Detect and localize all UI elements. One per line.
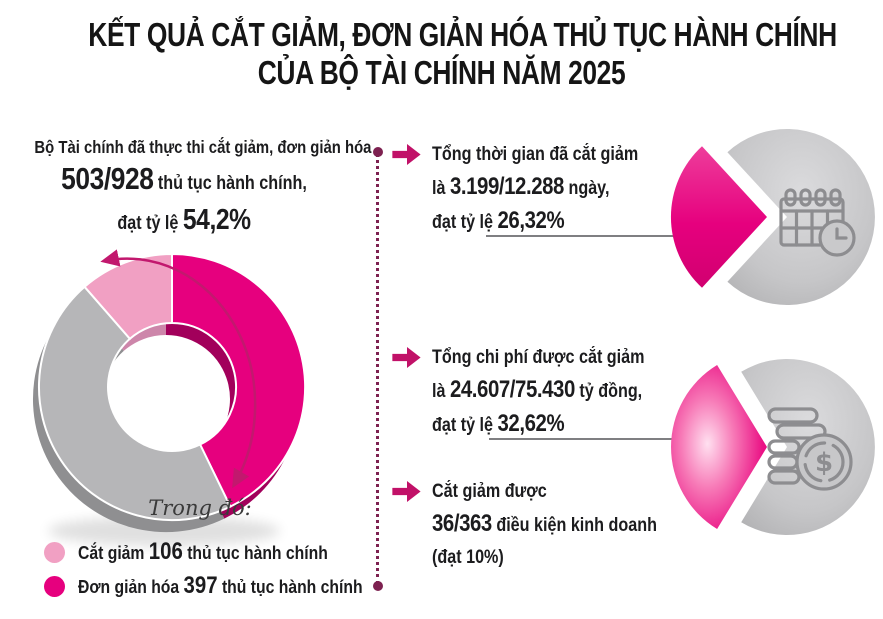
stat-cost-line-2: là 24.607/75.430 tỷ đồng,: [432, 374, 645, 408]
stat-time-line-3: đạt tỷ lệ 26,32%: [432, 205, 638, 239]
legend-item-don-gian-hoa: Đơn giản hóa 397 thủ tục hành chính: [44, 569, 413, 603]
summary-block: Bộ Tài chính đã thực thi cắt giảm, đơn g…: [8, 134, 372, 241]
stat-block-time: Tổng thời gian đã cắt giảm là 3.199/12.2…: [392, 139, 675, 239]
legend-label-prefix: Đơn giản hóa: [78, 575, 184, 597]
arrow-right-icon: [392, 481, 421, 502]
legend-value: 106: [148, 537, 183, 565]
stat-time-rate: 26,32%: [497, 207, 565, 234]
legend-label: Đơn giản hóa 397 thủ tục hành chính: [78, 569, 363, 604]
coins-dollar-icon: $: [767, 407, 853, 491]
stat-cost-rate: 32,62%: [497, 410, 565, 437]
stat-prefix: là: [432, 178, 450, 199]
title-line-1: KẾT QUẢ CẮT GIẢM, ĐƠN GIẢN HÓA THỦ TỤC H…: [88, 16, 837, 53]
legend-item-cat-giam: Cắt giảm 106 thủ tục hành chính: [44, 535, 413, 569]
stat-rate-label: đạt tỷ lệ: [432, 415, 498, 436]
summary-ratio: 503/928: [61, 161, 154, 196]
summary-rate: 54,2%: [182, 204, 251, 236]
pie-time-cut-slice: [670, 146, 767, 288]
arrow-right-icon: [392, 347, 421, 368]
stat-cost-line-3: đạt tỷ lệ 32,62%: [432, 408, 645, 442]
legend-label-suffix: thủ tục hành chính: [217, 575, 363, 597]
page-title: KẾT QUẢ CẮT GIẢM, ĐƠN GIẢN HÓA THỦ TỤC H…: [0, 16, 883, 92]
stat-time-value: 3.199/12.288: [449, 173, 564, 200]
legend-label: Cắt giảm 106 thủ tục hành chính: [78, 535, 328, 570]
stat-rate-label: đạt tỷ lệ: [432, 212, 498, 233]
stat-prefix: là: [432, 381, 450, 402]
summary-line-2: 503/928 thủ tục hành chính,: [34, 160, 333, 203]
pie-chart-time: [670, 129, 875, 305]
donut-arc-arrow-icon: [100, 249, 257, 489]
stat-block-conditions: Cắt giảm được 36/363 điều kiện kinh doan…: [392, 476, 697, 574]
legend-swatch-cat-giam-icon: [44, 541, 65, 563]
donut-note: Trong đó:: [148, 496, 252, 520]
summary-line-3: đạt tỷ lệ 54,2%: [34, 203, 333, 241]
donut-chart: [32, 249, 307, 546]
donut-legend: Cắt giảm 106 thủ tục hành chính Đơn giản…: [44, 535, 413, 603]
arrow-right-icon: [392, 144, 421, 165]
dollar-sign: $: [815, 448, 833, 478]
stat-conditions-value: 36/363: [432, 510, 492, 537]
stat-suffix: điều kiện kinh doanh: [491, 515, 657, 536]
stat-suffix: tỷ đồng,: [574, 381, 643, 402]
stat-block-cost: Tổng chi phí được cắt giảm là 24.607/75.…: [392, 342, 682, 442]
stat-conditions-line-3: (đạt 10%): [432, 547, 504, 568]
summary-line-2-suffix: thủ tục hành chính,: [153, 173, 307, 194]
legend-value: 397: [183, 571, 218, 599]
pie-time-remainder-slice: [727, 129, 875, 305]
stat-cost-line-1: Tổng chi phí được cắt giảm: [432, 347, 645, 368]
legend-label-suffix: thủ tục hành chính: [182, 541, 328, 563]
summary-line-3-prefix: đạt tỷ lệ: [117, 213, 183, 234]
stat-conditions-line-1: Cắt giảm được: [432, 481, 547, 502]
summary-line-1: Bộ Tài chính đã thực thi cắt giảm, đơn g…: [34, 137, 372, 157]
legend-label-prefix: Cắt giảm: [78, 541, 149, 563]
stat-cost-value: 24.607/75.430: [449, 376, 575, 403]
stat-suffix: ngày,: [563, 178, 610, 199]
dotted-separator: [373, 147, 383, 591]
stat-time-line-2: là 3.199/12.288 ngày,: [432, 171, 638, 205]
pie-cost-cut-slice: [671, 365, 767, 529]
connector-arrow-cost: [489, 435, 700, 443]
stat-conditions-line-2: 36/363 điều kiện kinh doanh: [432, 508, 657, 542]
calendar-clock-icon: [779, 188, 856, 257]
stat-time-line-1: Tổng thời gian đã cắt giảm: [432, 144, 639, 165]
pie-chart-cost: $: [671, 359, 875, 535]
connector-arrow-time: [486, 232, 700, 240]
title-line-2: CỦA BỘ TÀI CHÍNH NĂM 2025: [257, 54, 626, 91]
legend-swatch-don-gian-hoa-icon: [44, 575, 65, 597]
